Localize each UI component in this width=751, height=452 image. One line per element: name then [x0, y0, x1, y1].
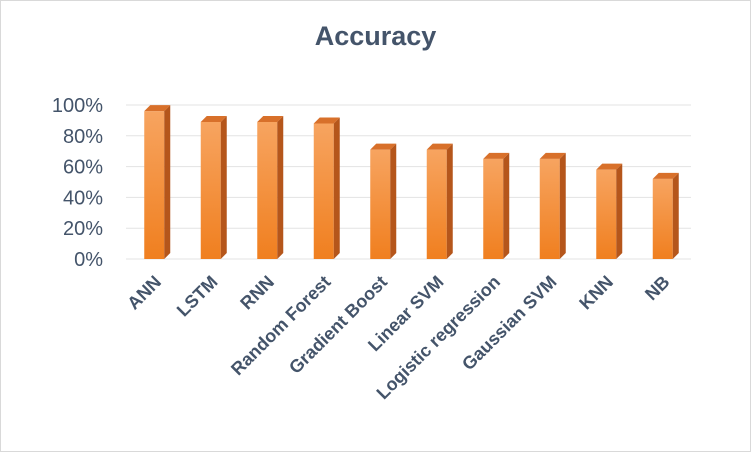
bar — [596, 164, 622, 259]
bar — [144, 105, 170, 259]
bar-side — [277, 116, 283, 259]
bar-front — [314, 123, 334, 259]
bar-front — [144, 111, 164, 259]
y-tick-label: 80% — [63, 126, 103, 148]
x-category-label: RNN — [236, 272, 278, 314]
bar-side — [334, 117, 340, 259]
bar — [370, 144, 396, 259]
bar — [314, 117, 340, 259]
bar-side — [164, 105, 170, 259]
bar-front — [653, 179, 673, 259]
bar-side — [616, 164, 622, 259]
bar-front — [370, 150, 390, 259]
x-category-label: ANN — [123, 272, 165, 314]
bar — [257, 116, 283, 259]
bar-front — [201, 122, 221, 259]
bar — [483, 153, 509, 259]
y-tick-label: 60% — [63, 157, 103, 179]
bar-side — [390, 144, 396, 259]
y-tick-label: 100% — [52, 95, 103, 117]
bar-side — [221, 116, 227, 259]
bar — [540, 153, 566, 259]
bar-front — [540, 159, 560, 259]
x-category-label: NB — [641, 272, 674, 305]
x-category-label: Gradient Boost — [285, 272, 391, 378]
bar-side — [673, 173, 679, 259]
bar-side — [447, 144, 453, 259]
bar-front — [596, 170, 616, 259]
x-category-label: KNN — [575, 272, 617, 314]
y-tick-label: 20% — [63, 218, 103, 240]
bar-side — [503, 153, 509, 259]
bar-front — [483, 159, 503, 259]
y-axis-ticks: 0% 20% 40% 60% 80% 100% — [52, 95, 103, 271]
bar — [201, 116, 227, 259]
bar-front — [257, 122, 277, 259]
x-axis-labels: ANNLSTMRNNRandom ForestGradient BoostLin… — [123, 272, 673, 404]
bar-front — [427, 150, 447, 259]
x-category-label: Random Forest — [227, 272, 334, 379]
bar — [653, 173, 679, 259]
y-tick-label: 40% — [63, 187, 103, 209]
bars — [144, 105, 679, 259]
bar-side — [560, 153, 566, 259]
bar — [427, 144, 453, 259]
y-tick-label: 0% — [74, 249, 103, 271]
x-category-label: LSTM — [173, 272, 222, 321]
